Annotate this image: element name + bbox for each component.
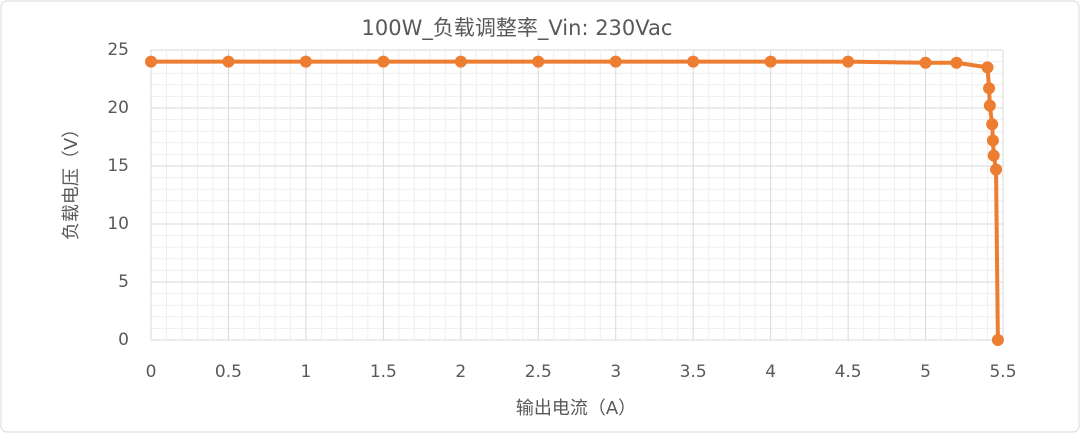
x-tick-label: 1.5 — [370, 362, 397, 382]
x-tick-label: 4.5 — [835, 362, 862, 382]
data-point — [222, 55, 235, 68]
y-tick-label: 20 — [107, 98, 129, 118]
y-tick-label: 5 — [118, 272, 129, 292]
data-point — [609, 55, 622, 68]
x-axis-label: 输出电流（A） — [516, 398, 636, 419]
data-point — [764, 55, 777, 68]
chart-title: 100W_负载调整率_Vin: 230Vac — [362, 16, 673, 41]
data-point — [990, 163, 1003, 176]
x-tick-label: 4 — [765, 362, 776, 382]
data-point — [983, 99, 996, 112]
data-point — [454, 55, 467, 68]
data-point — [145, 55, 157, 68]
data-point — [377, 55, 390, 68]
data-point — [987, 149, 1000, 162]
y-axis-label: 负载电压（V） — [61, 120, 82, 240]
data-point — [986, 118, 999, 131]
data-point — [299, 55, 312, 68]
x-tick-label: 1 — [300, 362, 311, 382]
data-point — [950, 56, 963, 69]
data-point — [687, 55, 700, 68]
x-tick-label: 3.5 — [680, 362, 707, 382]
grid — [150, 49, 1004, 341]
x-tick-label: 5 — [920, 362, 931, 382]
y-tick-label: 15 — [107, 156, 129, 176]
data-point — [532, 55, 545, 68]
data-point — [991, 334, 1004, 346]
x-tick-label: 5.5 — [989, 362, 1016, 382]
x-tick-label: 2.5 — [525, 362, 552, 382]
x-tick-label: 3 — [610, 362, 621, 382]
x-tick-label: 2 — [455, 362, 466, 382]
x-tick-label: 0 — [146, 362, 157, 382]
data-point — [983, 82, 996, 95]
y-tick-label: 10 — [107, 214, 129, 234]
data-point — [919, 56, 932, 69]
data-point — [842, 55, 855, 68]
data-point — [981, 61, 994, 74]
x-tick-label: 0.5 — [215, 362, 242, 382]
y-tick-label: 25 — [107, 40, 129, 60]
data-point — [986, 134, 999, 147]
y-tick-label: 0 — [118, 330, 129, 350]
